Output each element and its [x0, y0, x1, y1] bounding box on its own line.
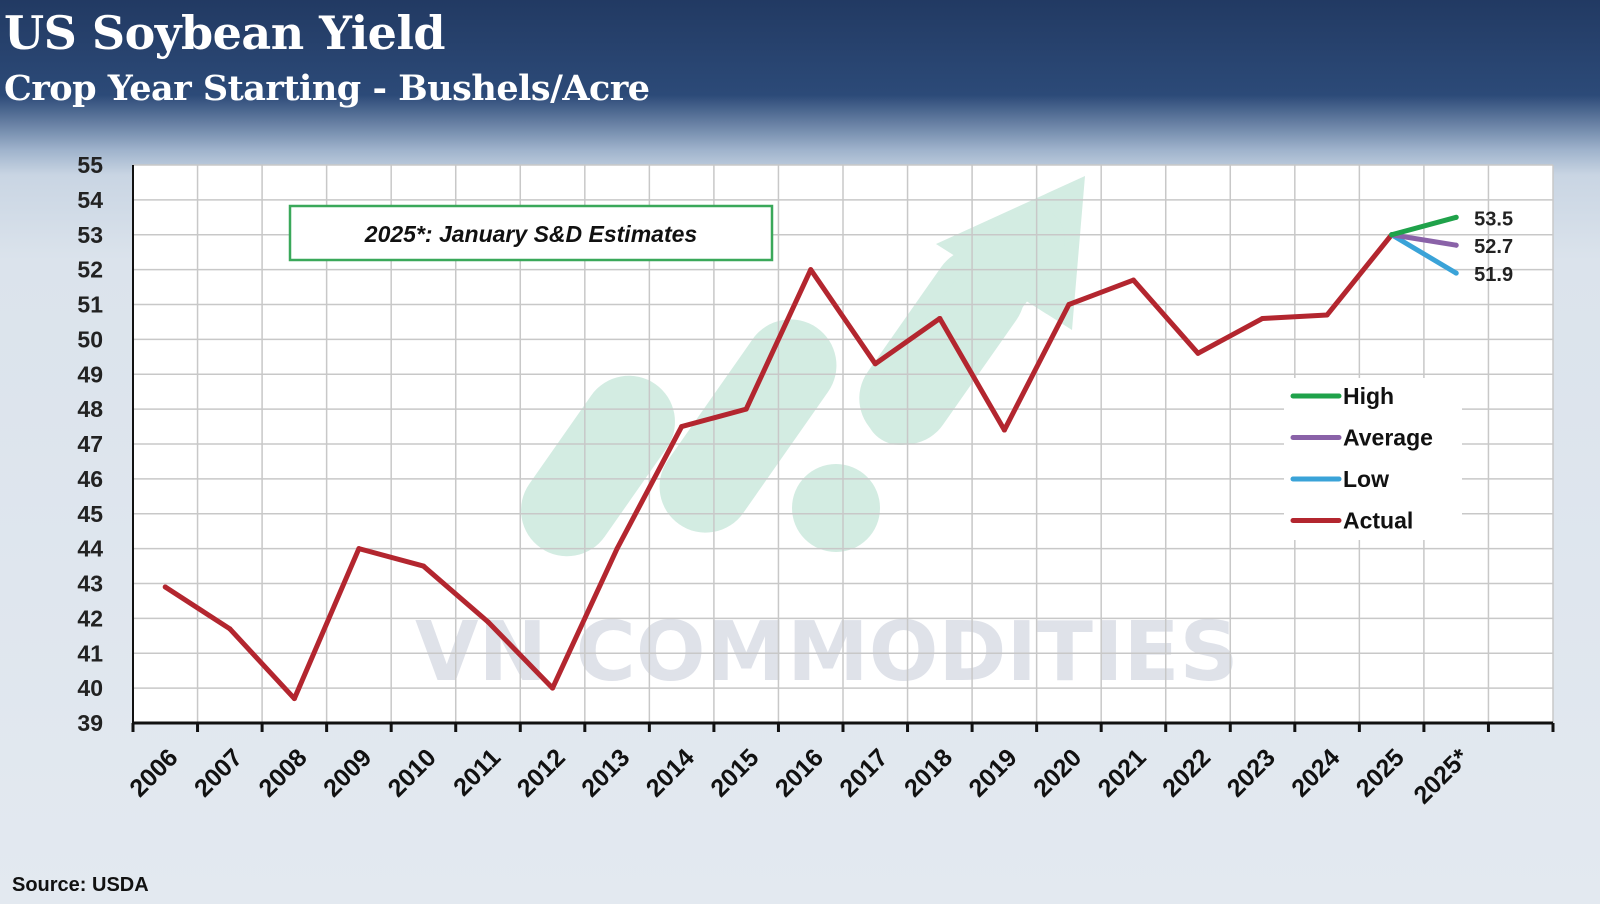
- x-tick-label-2011: 2011: [448, 743, 506, 801]
- annotation-box: 2025*: January S&D Estimates: [288, 204, 774, 262]
- watermark-bar-3: [859, 247, 1025, 445]
- x-tick-label-2019: 2019: [963, 743, 1022, 802]
- data-point-actual-2022: [1195, 350, 1201, 356]
- y-tick-label-44: 44: [77, 536, 103, 562]
- legend-label-actual: Actual: [1343, 508, 1413, 534]
- data-point-actual-2024: [1324, 312, 1330, 318]
- legend-label-average: Average: [1343, 425, 1433, 451]
- annotation-frame: [288, 204, 774, 262]
- data-point-actual-2021: [1130, 277, 1136, 283]
- data-point-actual-2009: [356, 546, 362, 552]
- x-tick-label-2008: 2008: [253, 743, 312, 802]
- x-tick-label-2020: 2020: [1028, 743, 1087, 802]
- watermark-arrow-icon: [936, 176, 1085, 330]
- data-point-actual-2015: [743, 406, 749, 412]
- legend-label-high: High: [1343, 383, 1394, 409]
- y-tick-label-49: 49: [77, 361, 103, 387]
- x-tick-label-2016: 2016: [770, 743, 829, 802]
- y-tick-label-45: 45: [77, 501, 103, 527]
- y-tick-label-51: 51: [77, 292, 103, 318]
- y-tick-label-50: 50: [77, 326, 103, 352]
- estimate-end-labels: 51.9 52.7 53.5: [1474, 208, 1513, 286]
- data-point-actual-2020: [1066, 302, 1072, 307]
- series-line-high: [1389, 214, 1459, 238]
- y-tick-label-54: 54: [77, 187, 103, 213]
- end-label-low: 51.9: [1474, 264, 1513, 286]
- x-tick-label-2021: 2021: [1093, 743, 1152, 802]
- axes: [131, 165, 1555, 732]
- x-tick-label-2014: 2014: [641, 743, 700, 802]
- watermark-dot: [792, 464, 880, 552]
- x-tick-label-2006: 2006: [124, 743, 183, 802]
- data-point-actual-2012: [550, 685, 556, 691]
- end-label-average: 52.7: [1474, 236, 1513, 258]
- x-tick-label-2012: 2012: [512, 743, 571, 802]
- x-tick-label-2018: 2018: [899, 743, 958, 802]
- y-tick-label-42: 42: [77, 605, 103, 631]
- x-tick-label-2009: 2009: [318, 743, 377, 802]
- data-point-actual-2014: [679, 424, 685, 430]
- y-tick-label-53: 53: [77, 222, 103, 248]
- legend-label-low: Low: [1343, 466, 1389, 492]
- y-tick-label-48: 48: [77, 396, 103, 422]
- data-point-actual-2008: [291, 696, 297, 702]
- x-axis-tick-labels: 2006 2007 2008 2009 2010 2011 2012 2013 2014 2015…: [124, 743, 1474, 809]
- data-point-actual-2017: [872, 361, 878, 367]
- x-tick-label-2010: 2010: [383, 743, 442, 802]
- series-line-average: [1389, 232, 1459, 248]
- data-point-actual-2010: [420, 563, 426, 569]
- source-note: Source: USDA: [12, 874, 149, 896]
- chart-subtitle: Crop Year Starting - Bushels/Acre: [4, 68, 650, 109]
- data-point-actual-2018: [937, 315, 943, 321]
- series-line-low: [1389, 232, 1459, 276]
- x-tick-label-2015: 2015: [705, 743, 764, 802]
- y-tick-label-47: 47: [77, 431, 103, 457]
- y-tick-label-55: 55: [77, 152, 103, 178]
- x-tick-label-2022: 2022: [1157, 743, 1216, 802]
- x-tick-label-2013: 2013: [576, 743, 635, 802]
- y-tick-label-41: 41: [77, 640, 103, 666]
- x-tick-label-2017: 2017: [834, 743, 893, 802]
- data-point-actual-2019: [1001, 427, 1007, 433]
- watermark-bar-1: [521, 375, 675, 557]
- data-point-actual-2011: [485, 619, 491, 625]
- series-line-actual: [162, 232, 1395, 702]
- y-tick-label-43: 43: [77, 571, 103, 597]
- series-lines: [162, 214, 1459, 702]
- data-point-actual-2023: [1260, 315, 1266, 321]
- data-point-low-2025*: [1453, 270, 1459, 276]
- x-tick-label-2023: 2023: [1222, 743, 1281, 802]
- watermark-graphic: [521, 176, 1085, 557]
- annotation-text: 2025*: January S&D Estimates: [364, 221, 697, 247]
- y-tick-label-46: 46: [77, 466, 103, 492]
- data-point-high-2025: [1389, 232, 1395, 238]
- x-tick-label-2025: 2025: [1351, 743, 1410, 802]
- data-point-average-2025*: [1453, 242, 1459, 248]
- x-tick-label-2024: 2024: [1286, 743, 1345, 802]
- y-tick-label-52: 52: [77, 257, 103, 283]
- data-point-actual-2013: [614, 546, 620, 552]
- legend-background: [1284, 378, 1462, 540]
- x-tick-label-2025*: 2025*: [1408, 743, 1474, 809]
- x-tick-label-2007: 2007: [189, 743, 248, 802]
- data-point-actual-2016: [808, 267, 814, 273]
- y-tick-label-39: 39: [77, 710, 103, 736]
- data-point-high-2025*: [1453, 214, 1459, 220]
- data-point-actual-2006: [162, 584, 168, 590]
- y-axis-tick-labels: 39 40 41 42 43 44 45 46 47 48 49 50 51 52 53 54 55: [77, 152, 103, 736]
- chart-title: US Soybean Yield: [4, 6, 446, 60]
- y-tick-label-40: 40: [77, 675, 103, 701]
- end-label-high: 53.5: [1474, 208, 1513, 230]
- legend: High Average Low Actual: [1284, 378, 1462, 540]
- watermark-arrow-shaft: [865, 205, 1065, 445]
- data-point-actual-2007: [227, 626, 233, 632]
